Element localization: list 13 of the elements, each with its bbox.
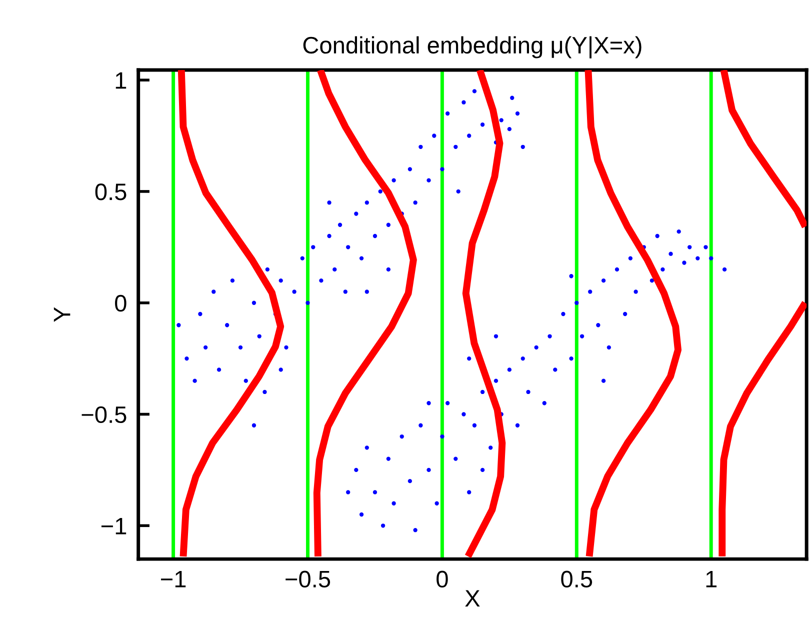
x-tick-label: 0.5 bbox=[561, 570, 592, 588]
y-tick-label: 0.5 bbox=[95, 184, 126, 200]
x-tick-label: 1 bbox=[706, 571, 717, 588]
x-tick-label: −1 bbox=[161, 571, 186, 588]
y-tick-label: −0.5 bbox=[82, 406, 126, 424]
y-tick-label: 0 bbox=[115, 294, 126, 312]
x-axis-title: X bbox=[465, 590, 480, 607]
x-tick-label: 0 bbox=[436, 570, 448, 588]
x-tick-label: −0.5 bbox=[286, 570, 330, 588]
y-tick-label: −1 bbox=[101, 518, 126, 534]
y-tick-label: 1 bbox=[116, 72, 126, 89]
y-axis-title: Y bbox=[54, 307, 70, 322]
chart-title: Conditional embedding μ(Y|X=x) bbox=[303, 36, 642, 58]
